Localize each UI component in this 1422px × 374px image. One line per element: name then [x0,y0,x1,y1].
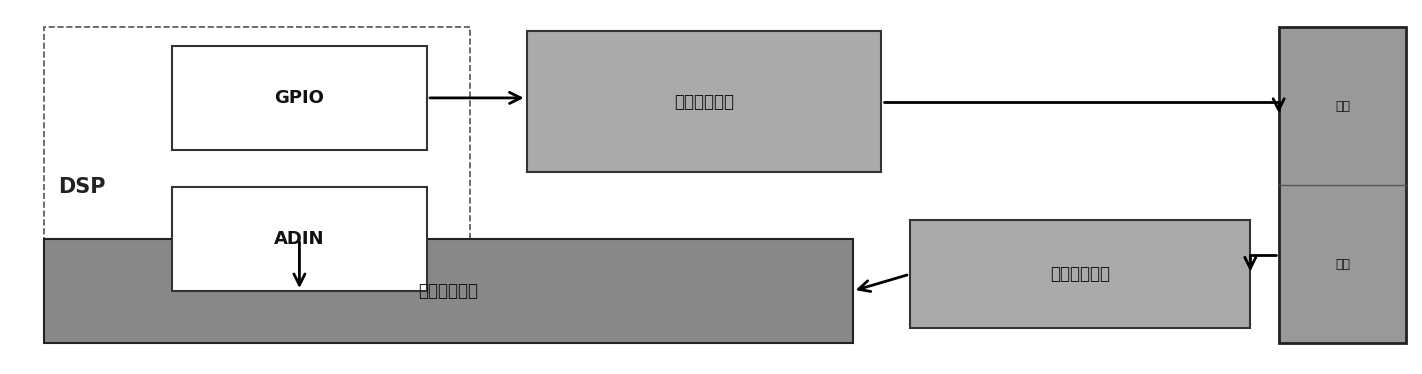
Text: GPIO: GPIO [274,89,324,107]
Text: 发射驱动电路: 发射驱动电路 [674,93,734,111]
Bar [172,46,427,150]
Text: ADIN: ADIN [274,230,324,248]
Bar [44,27,469,343]
Text: 超声波传感器: 超声波传感器 [1049,265,1111,283]
Text: 接收放大电路: 接收放大电路 [418,282,478,300]
Bar [910,220,1250,328]
Text: 模块: 模块 [1335,258,1349,270]
Bar [526,31,882,172]
Bar [172,187,427,291]
Text: DSP: DSP [58,177,105,197]
Text: 功能: 功能 [1335,100,1349,113]
Bar [44,239,853,343]
Bar [1278,27,1406,343]
